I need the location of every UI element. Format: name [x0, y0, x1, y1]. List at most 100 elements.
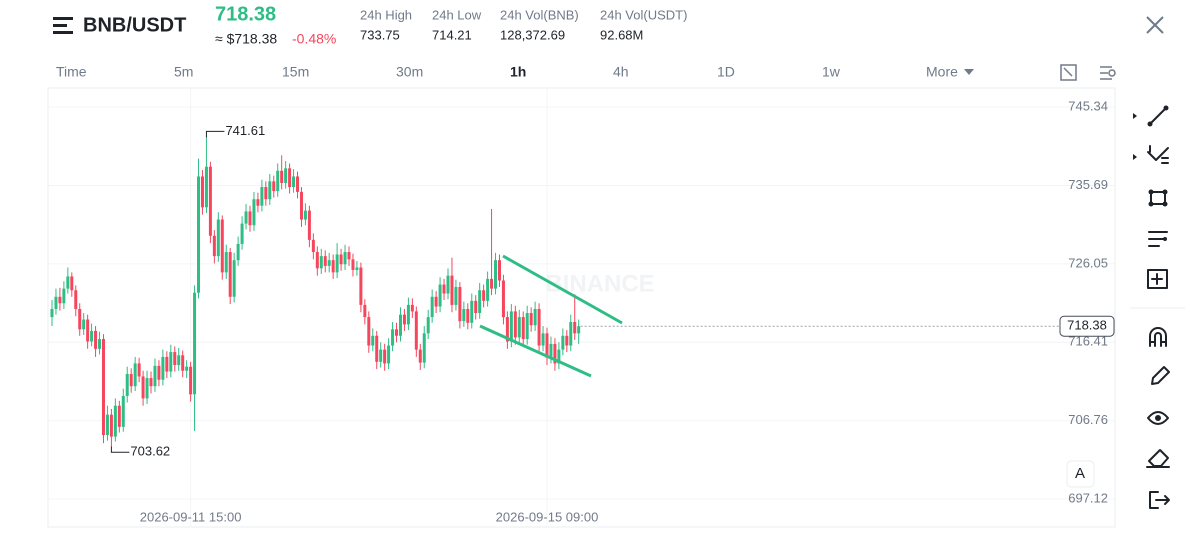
y-tick-label: 726.05	[1068, 255, 1108, 270]
auto-scale-label[interactable]: A	[1075, 465, 1085, 482]
candle-body	[565, 335, 569, 346]
candle-body	[54, 296, 58, 309]
visibility-tool[interactable]	[1147, 411, 1169, 425]
candle-body	[62, 288, 66, 304]
pair[interactable]: BNB/USDT	[83, 14, 186, 36]
candle-body	[212, 235, 216, 257]
candle-body	[513, 311, 517, 338]
shape-tool[interactable]	[1148, 189, 1168, 207]
candle-body	[129, 374, 133, 387]
magnet-tool[interactable]	[1149, 327, 1167, 347]
y-tick-label: 735.69	[1068, 177, 1108, 192]
tab[interactable]: 5m	[174, 64, 193, 80]
eraser-tool[interactable]	[1146, 449, 1170, 468]
candle-body	[454, 287, 458, 305]
candle-body	[323, 256, 327, 266]
pencil-tool[interactable]	[1151, 366, 1170, 385]
price-tag	[1059, 315, 1115, 337]
menu-icon[interactable]	[53, 17, 73, 34]
tab[interactable]: 1D	[717, 64, 735, 80]
y-tick-label: 716.41	[1068, 334, 1108, 349]
stat-value: 128,372.69	[500, 27, 565, 42]
candle-body	[161, 356, 165, 380]
tab[interactable]: 30m	[396, 64, 423, 80]
layout-icon[interactable]	[1060, 64, 1077, 81]
candle-body	[292, 176, 296, 188]
close-button[interactable]	[1146, 16, 1164, 34]
candle-body	[509, 311, 513, 342]
candle-body	[438, 284, 442, 307]
line-tool[interactable]	[1133, 105, 1169, 127]
candle-body	[90, 330, 94, 342]
candle-body	[141, 376, 145, 399]
settings-icon[interactable]	[1100, 66, 1116, 80]
candle-body	[193, 292, 197, 395]
tab-active[interactable]: 1h	[510, 64, 526, 80]
measure-tool[interactable]	[1147, 269, 1168, 289]
candle-body	[363, 304, 367, 318]
candle-body	[284, 168, 288, 183]
exit-tool[interactable]	[1149, 491, 1170, 509]
candle-body	[252, 199, 256, 226]
candle-body	[70, 276, 74, 291]
candle-body	[181, 355, 185, 371]
candle-body	[450, 275, 454, 305]
text-tool[interactable]	[1148, 231, 1168, 247]
candle-body	[359, 267, 363, 305]
trend-line[interactable]	[502, 254, 623, 325]
candle-body	[549, 343, 553, 358]
candle-body	[347, 252, 351, 260]
tab[interactable]: More	[926, 64, 958, 80]
candle-body	[545, 333, 549, 358]
approx-price: ≈ $718.38	[215, 31, 277, 47]
y-tick-label: 697.12	[1068, 490, 1108, 505]
candle-body	[478, 290, 482, 314]
candle-body	[78, 308, 82, 330]
candle-body	[577, 326, 581, 334]
fib-tool[interactable]	[1133, 145, 1169, 164]
candle-body	[398, 314, 402, 336]
candle-body	[410, 304, 414, 312]
tab[interactable]: 1w	[822, 64, 841, 80]
candle-body	[232, 260, 236, 297]
candle-body	[280, 170, 284, 183]
trend-line[interactable]	[479, 324, 592, 378]
candle-body	[557, 349, 561, 364]
candle-body	[185, 366, 189, 371]
candle-body	[331, 260, 335, 273]
candle-body	[307, 210, 311, 240]
candle-body	[466, 308, 470, 323]
candle-body	[153, 365, 157, 387]
x-tick-label: 2026-09-11 15:00	[140, 509, 242, 524]
auto-scale-button[interactable]: A	[1066, 460, 1095, 488]
candle-body	[296, 176, 300, 192]
candle-body	[569, 321, 573, 346]
candle-body	[446, 275, 450, 294]
candle-body	[335, 254, 339, 273]
candle-body	[529, 313, 533, 326]
annotation-label: 741.61	[225, 123, 265, 138]
candle-body	[442, 284, 446, 294]
candle-body	[98, 339, 102, 349]
tab[interactable]: 4h	[613, 64, 629, 80]
candle-body	[387, 345, 391, 364]
watermark: BINANCE	[545, 270, 654, 297]
change: -0.48%	[292, 31, 336, 47]
annotation-line	[205, 130, 225, 138]
candle-body	[50, 308, 54, 318]
candle-body	[189, 366, 193, 395]
candle-body	[525, 313, 529, 340]
y-tick-label: 745.34	[1068, 98, 1108, 113]
candle-body	[260, 187, 264, 206]
candle-body	[458, 287, 462, 322]
candle-body	[505, 317, 509, 342]
tab[interactable]: 15m	[282, 64, 309, 80]
tab[interactable]: Time	[56, 64, 87, 80]
candle-body	[228, 252, 232, 297]
candle-body	[157, 365, 161, 380]
stat-label: 24h High	[360, 7, 412, 22]
candle-body	[494, 260, 498, 289]
candle-body	[355, 267, 359, 270]
candle-body	[339, 254, 343, 265]
